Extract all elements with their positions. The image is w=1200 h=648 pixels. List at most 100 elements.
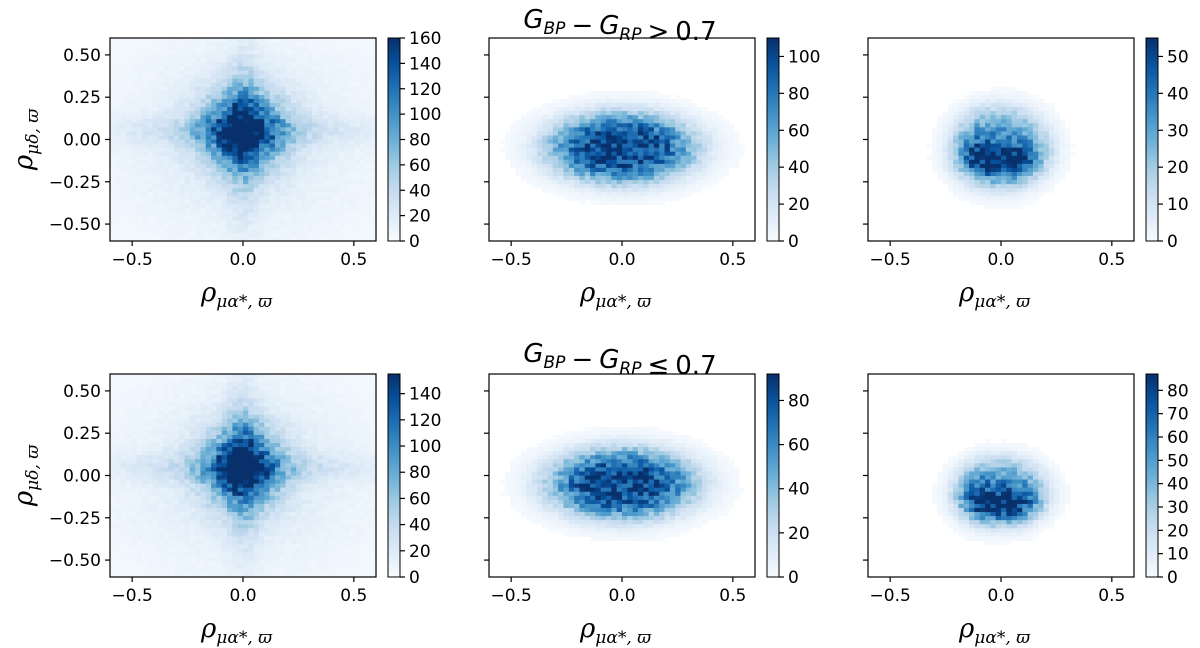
heatmap-cell (370, 54, 377, 59)
heatmap-cell (290, 111, 297, 116)
heatmap-cell (344, 188, 350, 193)
heatmap-cell (659, 102, 665, 108)
heatmap-cell (184, 516, 191, 521)
heatmap-cell (354, 62, 361, 67)
heatmap-cell (195, 216, 201, 222)
heatmap-cell (280, 204, 286, 209)
heatmap-cell (285, 74, 292, 79)
heatmap-cell (163, 491, 169, 497)
heatmap-cell (131, 236, 137, 242)
heatmap-cell (344, 167, 350, 173)
heatmap-cell (152, 188, 159, 193)
heatmap-cell (125, 107, 132, 112)
heatmap-cell (110, 107, 116, 112)
heatmap-cell (643, 167, 649, 173)
heatmap-cell (243, 143, 249, 149)
heatmap-cell (558, 192, 564, 197)
heatmap-cell (937, 127, 943, 132)
heatmap-cell (354, 147, 361, 153)
heatmap-cell (579, 147, 586, 153)
heatmap-cell (264, 184, 270, 189)
heatmap-cell (526, 159, 532, 165)
x-tick-label: −0.5 (491, 250, 532, 270)
heatmap-cell (344, 151, 350, 157)
heatmap-cell (995, 151, 1002, 157)
heatmap-cell (627, 147, 634, 153)
heatmap-cell (290, 212, 297, 218)
heatmap-cell (600, 107, 607, 112)
heatmap-cell (985, 167, 991, 173)
heatmap-cell (627, 131, 634, 136)
heatmap-cell (547, 115, 554, 120)
heatmap-cell (264, 220, 270, 226)
heatmap-cell (611, 135, 618, 140)
heatmap-cell (163, 495, 169, 501)
heatmap-cell (653, 171, 660, 177)
heatmap-cell (600, 119, 607, 124)
heatmap-cell (205, 50, 212, 55)
heatmap-cell (333, 232, 340, 238)
heatmap-cell (115, 560, 122, 566)
heatmap-cell (152, 111, 159, 116)
heatmap-cell (152, 402, 159, 407)
heatmap-cell (237, 232, 244, 238)
heatmap-cell (531, 135, 538, 140)
heatmap-cell (237, 176, 244, 181)
heatmap-cell (680, 135, 687, 140)
heatmap-cell (280, 143, 286, 149)
heatmap-cell (643, 180, 649, 185)
heatmap-cell (141, 422, 148, 428)
heatmap-cell (110, 151, 116, 157)
heatmap-cell (349, 208, 356, 213)
heatmap-cell (115, 38, 122, 43)
heatmap-cell (947, 111, 954, 116)
heatmap-cell (115, 487, 122, 493)
heatmap-cell (173, 467, 180, 472)
heatmap-cell (958, 159, 965, 165)
heatmap-cell (627, 200, 634, 205)
heatmap-cell (120, 572, 127, 578)
heatmap-cell (1059, 151, 1066, 157)
heatmap-cell (168, 220, 175, 226)
heatmap-cell (163, 192, 169, 197)
heatmap-cell (504, 135, 511, 140)
heatmap-cell (115, 459, 122, 464)
heatmap-cell (125, 418, 132, 424)
heatmap-cell (141, 418, 148, 424)
heatmap-cell (120, 119, 127, 124)
heatmap-cell (216, 228, 223, 234)
heatmap-cell (269, 167, 276, 173)
heatmap-cell (579, 139, 586, 144)
heatmap-cell (125, 216, 132, 222)
heatmap-cell (232, 94, 239, 100)
heatmap-cell (290, 127, 297, 132)
heatmap-cell (531, 131, 538, 136)
heatmap-cell (184, 455, 191, 460)
heatmap-cell (1022, 192, 1028, 197)
heatmap-cell (227, 151, 233, 157)
heatmap-cell (354, 66, 361, 71)
heatmap-cell (269, 58, 276, 63)
heatmap-cell (115, 402, 122, 407)
heatmap-cell (526, 163, 532, 169)
heatmap-cell (280, 176, 286, 181)
heatmap-cell (243, 127, 249, 132)
heatmap-cell (285, 212, 292, 218)
heatmap-cell (237, 66, 244, 71)
heatmap-cell (131, 42, 137, 47)
heatmap-cell (290, 115, 297, 120)
heatmap-cell (1032, 98, 1039, 104)
heatmap-cell (365, 50, 372, 55)
heatmap-cell (184, 74, 191, 79)
heatmap-cell (157, 212, 164, 218)
heatmap-cell (969, 94, 975, 100)
heatmap-cell (184, 127, 191, 132)
heatmap-cell (296, 159, 302, 165)
heatmap-cell (985, 131, 991, 136)
heatmap-cell (606, 171, 612, 177)
heatmap-cell (115, 163, 122, 169)
heatmap-cell (659, 176, 665, 181)
heatmap-cell (237, 54, 244, 59)
heatmap-cell (136, 184, 143, 189)
heatmap-cell (317, 163, 324, 169)
